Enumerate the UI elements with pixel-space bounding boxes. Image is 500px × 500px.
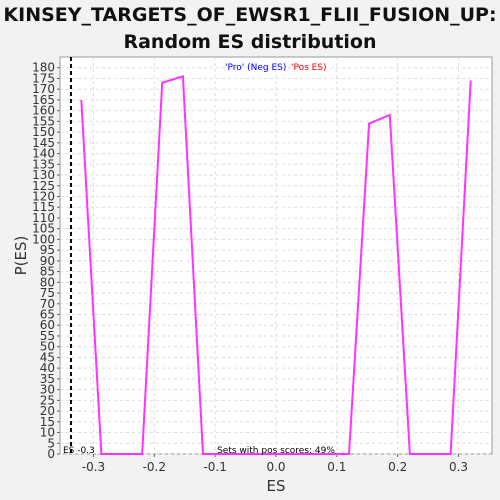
series-layer	[80, 74, 472, 455]
y-tick-label: 155	[32, 114, 55, 128]
y-tick-label: 65	[40, 308, 55, 322]
y-tick-label: 125	[32, 179, 55, 193]
y-tick-label: 175	[32, 71, 55, 85]
y-tick-label: 150	[32, 125, 55, 139]
y-tick-label: 10	[40, 426, 55, 440]
y-tick-label: 55	[40, 329, 55, 343]
x-axis-title: ES	[267, 477, 286, 495]
y-tick-label: 15	[40, 415, 55, 429]
y-tick-label: 120	[32, 189, 55, 203]
legend-entry-pos: 'Pos ES)	[291, 63, 327, 73]
y-tick-label: 70	[40, 297, 55, 311]
y-tick-label: 130	[32, 168, 55, 182]
pos-scores-annotation: Sets with pos scores: 49%	[217, 446, 335, 456]
y-tick-label: 105	[32, 222, 55, 236]
y-tick-label: 25	[40, 393, 55, 407]
y-tick-label: 115	[32, 200, 55, 214]
x-tick-label: -0.2	[143, 460, 166, 474]
es-reference-label: ES -0.3	[63, 446, 95, 456]
y-axis-title: P(ES)	[12, 236, 30, 276]
x-tick-label: 0.0	[266, 460, 285, 474]
y-tick-label: 0	[47, 447, 55, 461]
x-tick-label: 0.3	[449, 460, 468, 474]
y-tick-label: 145	[32, 136, 55, 150]
y-tick-label: 170	[32, 82, 55, 96]
y-tick-label: 20	[40, 404, 55, 418]
grid-lines	[60, 57, 492, 455]
y-tick-label: 135	[32, 157, 55, 171]
y-tick-label: 90	[40, 254, 55, 268]
es-distribution-line	[80, 74, 472, 455]
y-tick-label: 35	[40, 372, 55, 386]
x-tick-label: -0.1	[203, 460, 226, 474]
y-tick-label: 80	[40, 275, 55, 289]
chart-title: KINSEY_TARGETS_OF_EWSR1_FLII_FUSION_UP: …	[3, 4, 497, 53]
x-tick-label: 0.2	[388, 460, 407, 474]
y-tick-label: 85	[40, 265, 55, 279]
legend-entry-neg: 'Pro' (Neg ES)	[225, 63, 286, 73]
y-tick-label: 165	[32, 93, 55, 107]
y-tick-label: 50	[40, 340, 55, 354]
y-tick-label: 30	[40, 383, 55, 397]
y-tick-label: 45	[40, 350, 55, 364]
y-tick-label: 60	[40, 318, 55, 332]
y-tick-label: 110	[32, 211, 55, 225]
y-tick-label: 75	[40, 286, 55, 300]
x-tick-label: 0.1	[327, 460, 346, 474]
y-tick-label: 5	[47, 436, 55, 450]
axes: 0510152025303540455055606570758085909510…	[32, 61, 468, 474]
y-tick-label: 180	[32, 61, 55, 75]
y-tick-label: 100	[32, 232, 55, 246]
x-tick-label: -0.3	[82, 460, 105, 474]
y-tick-label: 140	[32, 147, 55, 161]
y-tick-label: 40	[40, 361, 55, 375]
y-tick-label: 95	[40, 243, 55, 257]
y-tick-label: 160	[32, 104, 55, 118]
